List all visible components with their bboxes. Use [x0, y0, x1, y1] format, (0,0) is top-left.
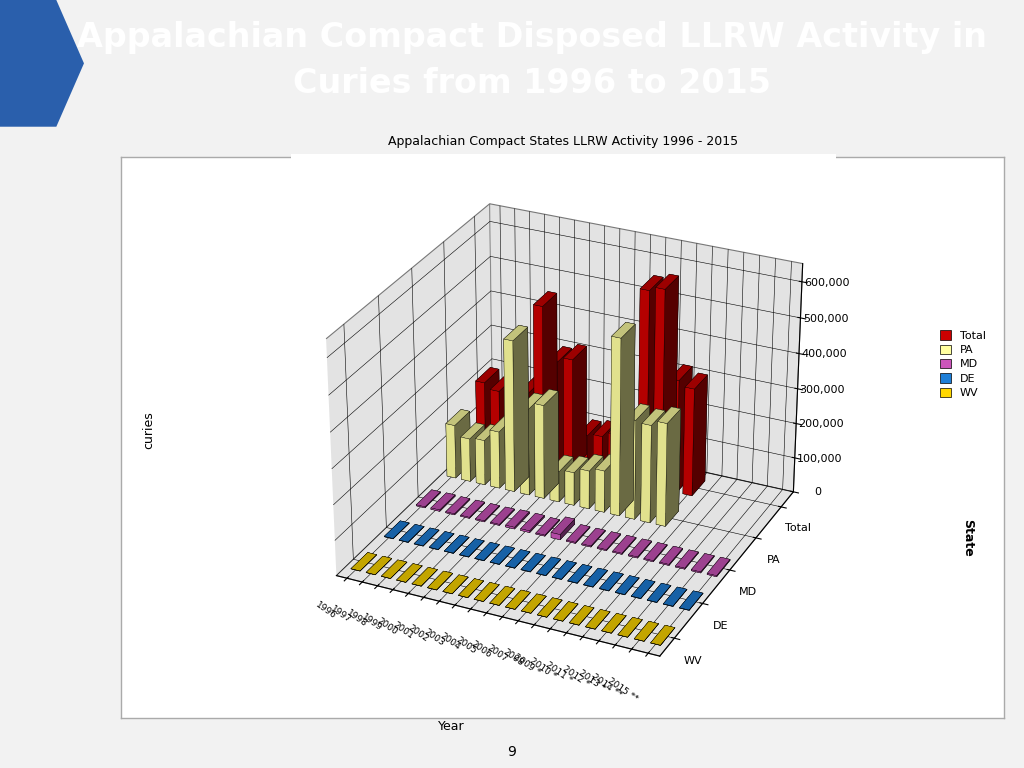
Text: Appalachian Compact Disposed LLRW Activity in
Curies from 1996 to 2015: Appalachian Compact Disposed LLRW Activi…: [78, 22, 987, 101]
Text: State: State: [962, 518, 974, 557]
X-axis label: Year: Year: [437, 720, 464, 733]
Text: 9: 9: [508, 745, 516, 759]
Text: curies: curies: [142, 411, 155, 449]
Title: Appalachian Compact States LLRW Activity 1996 - 2015: Appalachian Compact States LLRW Activity…: [388, 135, 738, 148]
Polygon shape: [0, 0, 84, 127]
Legend: Total, PA, MD, DE, WV: Total, PA, MD, DE, WV: [937, 328, 988, 400]
